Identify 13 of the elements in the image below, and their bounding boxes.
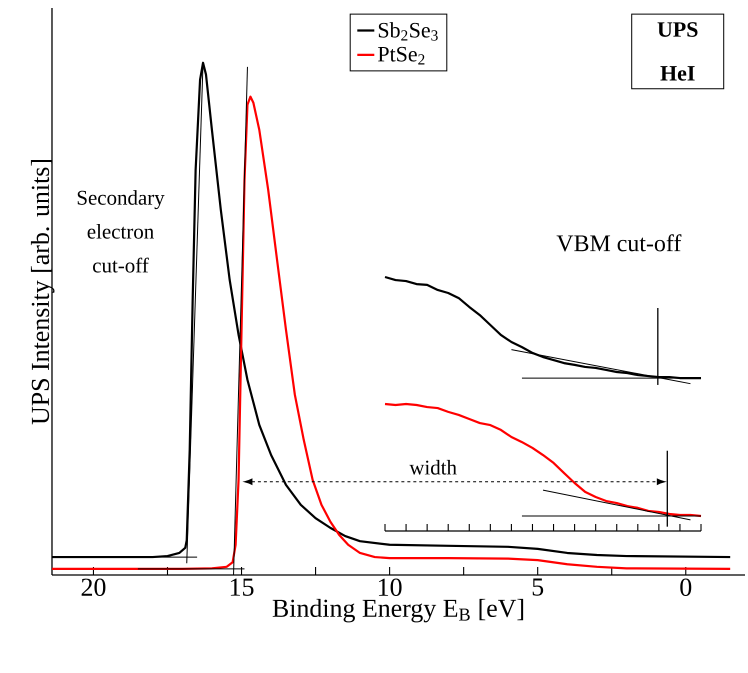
- annotation: Secondary electron cut-off: [78, 190, 165, 273]
- legend-label: PtSe$_{2}$: [378, 46, 424, 64]
- x-tick-label: 5: [532, 578, 544, 596]
- text: UPS HeI: [658, 22, 698, 81]
- x-tick-label: 20: [82, 578, 106, 596]
- x-tick-label: 0: [680, 578, 692, 596]
- x-tick-label: 15: [230, 578, 254, 596]
- x-axis-title: Binding Energy E$_{B}$ [eV]: [272, 598, 524, 622]
- chart-title: VBM cut-off: [556, 234, 682, 252]
- legend-label: Sb$_{2}$Se$_{3}$: [378, 22, 438, 41]
- x-tick-label: 10: [378, 578, 402, 596]
- y-axis-title: UPS Intensity [arb. units]: [30, 160, 54, 424]
- annotation: width: [409, 460, 457, 475]
